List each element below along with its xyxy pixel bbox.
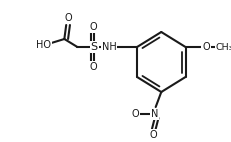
Text: O: O [89,62,97,72]
Text: S: S [90,42,97,52]
Text: O: O [64,13,72,23]
Text: N: N [150,109,158,119]
Text: O: O [201,42,209,52]
Text: O: O [89,22,97,32]
Text: O: O [149,130,156,140]
Text: O: O [131,109,138,119]
Text: CH₃: CH₃ [215,42,231,52]
Text: NH: NH [101,42,116,52]
Text: HO: HO [36,40,51,50]
